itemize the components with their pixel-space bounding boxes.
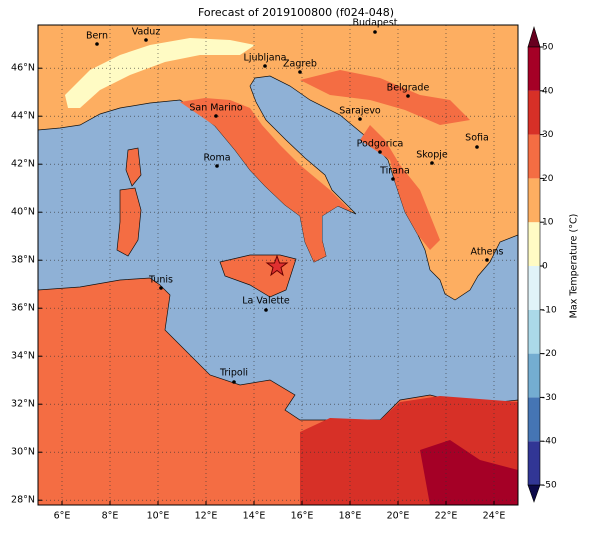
city-label: Zagreb xyxy=(283,59,317,70)
y-tick-label: 38°N xyxy=(11,255,35,266)
city-dot xyxy=(214,114,218,118)
colorbar-tick-label: 30 xyxy=(542,130,554,140)
x-tick-label: 8°E xyxy=(102,511,119,522)
city-label: La Valette xyxy=(242,296,290,307)
city-dot xyxy=(232,380,236,384)
colorbar-band xyxy=(528,222,540,266)
very-hot xyxy=(420,440,518,505)
y-tick-label: 44°N xyxy=(11,111,35,122)
colorbar-band xyxy=(528,353,540,398)
city-label: Sarajevo xyxy=(339,106,381,117)
star-marker xyxy=(265,254,289,277)
x-tick-label: 14°E xyxy=(243,511,266,522)
corsica xyxy=(125,147,142,187)
colorbar-tick-label: -10 xyxy=(542,305,557,315)
colorbar-tick-label: 20 xyxy=(542,174,554,184)
y-tick-label: 32°N xyxy=(11,399,35,410)
warm-balkans xyxy=(360,125,440,250)
city-dot xyxy=(159,286,163,290)
city-label: Bern xyxy=(86,31,108,42)
city-dot xyxy=(475,145,479,149)
map-frame xyxy=(37,24,519,506)
city-label: Sofia xyxy=(465,133,489,144)
city-dot xyxy=(373,30,377,34)
colorbar-tick-label: -30 xyxy=(542,393,557,403)
city-dot xyxy=(485,258,489,262)
x-tick-label: 18°E xyxy=(339,511,362,522)
city-dot xyxy=(391,177,395,181)
colorbar-band xyxy=(528,397,540,442)
colorbar-tick-label: -40 xyxy=(542,437,557,447)
city-label: Tripoli xyxy=(219,368,248,379)
colorbar-tick-label: -20 xyxy=(542,349,557,359)
colorbar: -50 -40 -30 -20 -10 0 10 20 30 40 50 xyxy=(527,25,557,503)
colorbar-band xyxy=(528,178,540,223)
colorbar-tick-label: -50 xyxy=(542,481,557,491)
x-tick-label: 20°E xyxy=(387,511,410,522)
city-dot xyxy=(406,94,410,98)
cities: Bern Vaduz Budapest Ljubljana Zagreb Bel… xyxy=(86,18,504,384)
city-label: Tirana xyxy=(379,166,410,177)
city-label: Athens xyxy=(471,247,504,258)
city-dot xyxy=(144,38,148,42)
sardinia xyxy=(116,187,142,257)
colorbar-band xyxy=(528,441,540,485)
title: Forecast of 2019100800 (f024-048) xyxy=(198,6,394,19)
x-tick-label: 6°E xyxy=(54,511,71,522)
colorbar-extend-top xyxy=(527,25,541,48)
warm-north xyxy=(300,70,470,125)
city-dot xyxy=(298,70,302,74)
colorbar-extend-bottom xyxy=(527,484,541,503)
city-label: Tunis xyxy=(148,275,173,286)
colorbar-tick-label: 0 xyxy=(542,262,548,272)
y-tick-label: 42°N xyxy=(11,159,35,170)
colorbar-tick-label: 40 xyxy=(542,86,554,96)
colorbar-tick-label: 10 xyxy=(542,218,554,228)
city-label: San Marino xyxy=(189,103,242,114)
city-dot xyxy=(95,42,99,46)
x-tick-label: 12°E xyxy=(195,511,218,522)
city-dot xyxy=(378,150,382,154)
colorbar-band xyxy=(528,47,540,91)
city-label: Skopje xyxy=(416,150,448,161)
city-label: Budapest xyxy=(353,18,398,29)
y-tick-label: 46°N xyxy=(11,63,35,74)
city-label: Ljubljana xyxy=(244,53,287,64)
y-tick-label: 36°N xyxy=(11,303,35,314)
y-tick-label: 28°N xyxy=(11,495,35,506)
city-label: Vaduz xyxy=(132,27,161,38)
city-label: Roma xyxy=(203,153,230,164)
colorbar-tick-label: 50 xyxy=(542,43,554,53)
y-tick-label: 34°N xyxy=(11,351,35,362)
x-tick-label: 24°E xyxy=(483,511,506,522)
city-label: Podgorica xyxy=(357,139,404,150)
city-dot xyxy=(358,117,362,121)
colorbar-band xyxy=(528,266,540,310)
city-dot xyxy=(430,161,434,165)
city-dot xyxy=(264,308,268,312)
city-dot xyxy=(263,64,267,68)
warm-italy xyxy=(180,98,352,262)
y-tick-label: 40°N xyxy=(11,207,35,218)
city-label: Belgrade xyxy=(387,83,430,94)
colorbar-band xyxy=(528,90,540,135)
colorbar-label: Max Temperature (°C) xyxy=(569,214,580,319)
cool-alps xyxy=(65,38,255,108)
y-tick-label: 30°N xyxy=(11,447,35,458)
x-tick-label: 16°E xyxy=(291,511,314,522)
x-tick-label: 10°E xyxy=(147,511,170,522)
colorbar-band xyxy=(528,309,540,354)
x-tick-label: 22°E xyxy=(435,511,458,522)
colorbar-band xyxy=(528,134,540,179)
city-dot xyxy=(215,164,219,168)
